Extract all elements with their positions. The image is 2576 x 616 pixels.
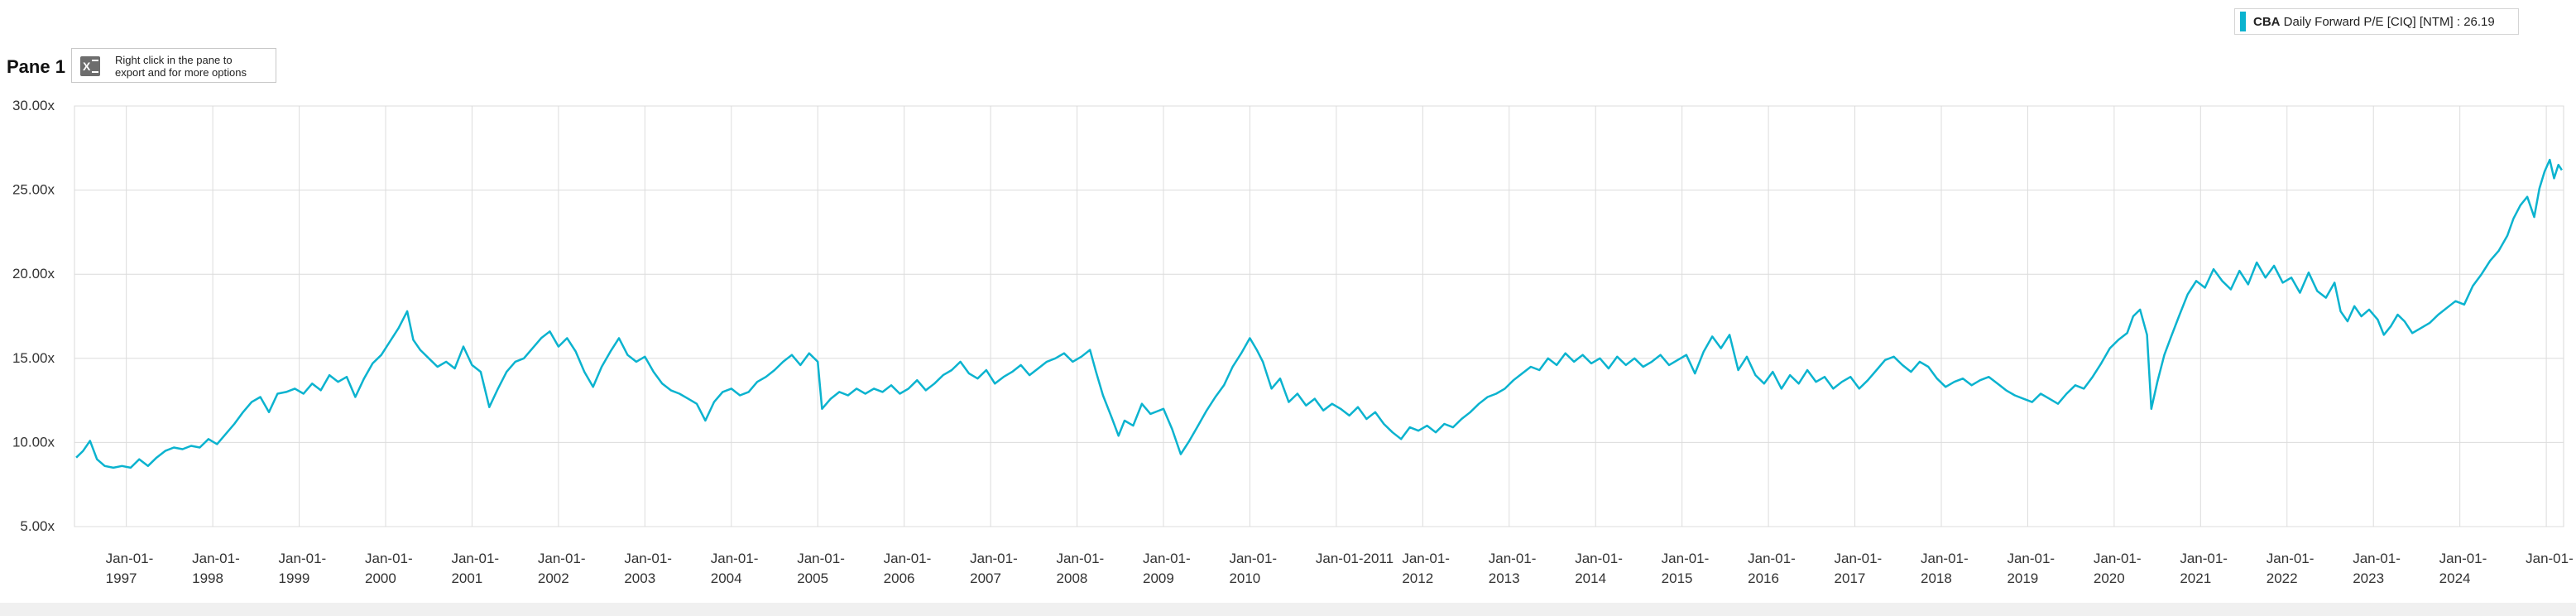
x-tick-label: Jan-01- (2353, 551, 2401, 566)
x-tick-label-year: 2021 (2180, 570, 2211, 586)
x-tick-label: Jan-01- (1835, 551, 1883, 566)
x-tick-label: Jan-01- (711, 551, 759, 566)
x-tick-label-year: 2002 (538, 570, 569, 586)
x-tick-label: Jan-01- (1229, 551, 1277, 566)
x-tick-label: Jan-01- (1662, 551, 1710, 566)
legend-label: CBA Daily Forward P/E [CIQ] [NTM] : 26.1… (2253, 15, 2495, 29)
x-tick-label: Jan-01- (884, 551, 932, 566)
x-tick-label: Jan-01- (970, 551, 1018, 566)
x-tick-label: Jan-01- (2439, 551, 2487, 566)
x-tick-label: Jan-01- (1748, 551, 1796, 566)
x-tick-label: Jan-01- (2267, 551, 2315, 566)
x-tick-label: Jan-01- (365, 551, 413, 566)
legend-series-label: Daily Forward P/E [CIQ] [NTM] : 26.19 (2283, 15, 2495, 29)
export-hint-line2: export and for more options (115, 66, 247, 79)
x-tick-label-year: 2001 (451, 570, 482, 586)
x-tick-label-year: 1997 (106, 570, 137, 586)
footer-strip (0, 603, 2576, 616)
y-tick-label: 15.00x (12, 350, 55, 366)
x-tick-label: Jan-01- (279, 551, 327, 566)
x-tick-label: Jan-01- (192, 551, 240, 566)
chart-legend[interactable]: CBA Daily Forward P/E [CIQ] [NTM] : 26.1… (2234, 8, 2519, 35)
export-hint-line1: Right click in the pane to (115, 54, 233, 66)
x-tick-label-year: 2005 (797, 570, 828, 586)
x-tick-label: Jan-01- (106, 551, 154, 566)
x-tick-label: Jan-01- (2094, 551, 2142, 566)
x-tick-label: Jan-01- (538, 551, 586, 566)
y-tick-label: 10.00x (12, 434, 55, 450)
x-tick-label: Jan-01- (1921, 551, 1969, 566)
x-tick-label-year: 2004 (711, 570, 742, 586)
x-tick-label: Jan-01- (624, 551, 672, 566)
x-tick-label-year: 2016 (1748, 570, 1779, 586)
x-tick-label-year: 1999 (279, 570, 310, 586)
y-tick-label: 5.00x (20, 518, 55, 534)
x-tick-label-year: 2014 (1575, 570, 1606, 586)
excel-export-icon[interactable]: X (80, 56, 100, 76)
x-tick-label: Jan-01- (2526, 551, 2574, 566)
x-tick-label-year: 2019 (2007, 570, 2038, 586)
x-tick-label: Jan-01- (797, 551, 845, 566)
x-tick-label: Jan-01- (2007, 551, 2055, 566)
series-line-cba-forward-pe (75, 158, 2563, 469)
x-tick-label: Jan-01- (1489, 551, 1537, 566)
y-tick-label: 25.00x (12, 182, 55, 198)
x-tick-label-year: 2000 (365, 570, 396, 586)
export-options-hint[interactable]: X Right click in the pane to export and … (71, 48, 276, 83)
x-tick-label: Jan-01- (1575, 551, 1623, 566)
x-tick-label-year: 2006 (884, 570, 915, 586)
pe-line-chart[interactable]: 5.00x 10.00x 15.00x 20.00x 25.00x 30.00x Jan-0… (0, 0, 2576, 603)
legend-ticker: CBA (2253, 15, 2281, 29)
plot-area-frame (74, 105, 2564, 527)
x-tick-label: Jan-01-2011 (1316, 551, 1394, 566)
x-tick-label-year: 2022 (2267, 570, 2298, 586)
x-tick-label-year: 1998 (192, 570, 223, 586)
x-tick-label-year: 2024 (2439, 570, 2471, 586)
x-tick-label-year: 2003 (624, 570, 655, 586)
legend-swatch (2240, 12, 2246, 31)
x-tick-label-year: 2012 (1402, 570, 1433, 586)
x-tick-label-year: 2020 (2094, 570, 2125, 586)
pane-title: Pane 1 (7, 56, 65, 77)
x-tick-label-year: 2018 (1921, 570, 1952, 586)
x-tick-label: Jan-01- (451, 551, 499, 566)
x-tick-label: Jan-01- (1143, 551, 1191, 566)
x-tick-label: Jan-01- (1057, 551, 1105, 566)
y-tick-label: 20.00x (12, 266, 55, 282)
y-tick-label: 30.00x (12, 98, 55, 113)
x-tick-label-year: 2017 (1835, 570, 1866, 586)
x-tick-label-year: 2007 (970, 570, 1001, 586)
export-hint-text: Right click in the pane to export and fo… (115, 54, 247, 79)
x-tick-label: Jan-01- (2180, 551, 2228, 566)
x-tick-label: Jan-01- (1402, 551, 1450, 566)
x-tick-label-year: 2023 (2353, 570, 2384, 586)
x-tick-label-year: 2015 (1662, 570, 1693, 586)
x-tick-label-year: 2008 (1057, 570, 1088, 586)
x-tick-label-year: 2009 (1143, 570, 1174, 586)
x-tick-label-year: 2013 (1489, 570, 1520, 586)
x-tick-label-year: 2010 (1229, 570, 1260, 586)
